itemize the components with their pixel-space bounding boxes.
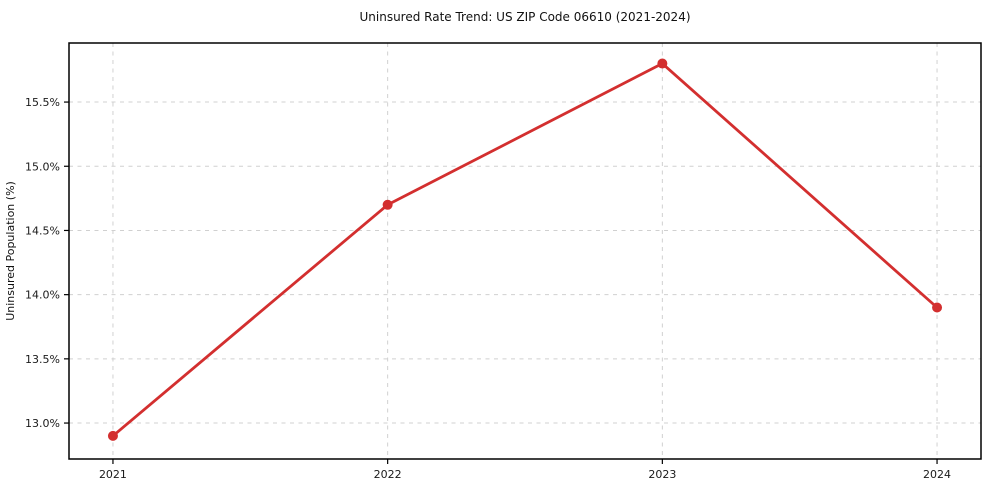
y-tick-label: 15.0%: [25, 160, 60, 173]
y-tick-label: 14.5%: [25, 224, 60, 237]
data-point-marker: [932, 302, 943, 313]
x-tick-label: 2023: [648, 468, 676, 481]
chart-title: Uninsured Rate Trend: US ZIP Code 06610 …: [359, 10, 690, 24]
y-axis-label: Uninsured Population (%): [4, 181, 17, 321]
data-point-marker: [382, 199, 393, 210]
x-tick-label: 2022: [374, 468, 402, 481]
plot-frame: [68, 42, 982, 460]
data-point-marker: [107, 430, 118, 441]
y-tick-label: 13.5%: [25, 353, 60, 366]
x-tick-label: 2024: [923, 468, 951, 481]
y-tick-label: 14.0%: [25, 289, 60, 302]
y-tick-label: 15.5%: [25, 96, 60, 109]
data-point-marker: [657, 58, 668, 69]
trend-line: [111, 62, 939, 438]
y-tick-label: 13.0%: [25, 417, 60, 430]
x-tick-label: 2021: [99, 468, 127, 481]
